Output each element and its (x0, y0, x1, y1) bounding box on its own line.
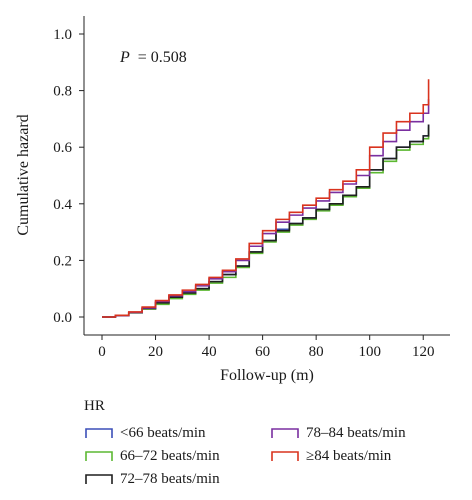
x-tick-label-80: 80 (309, 344, 324, 360)
p-value: = 0.508 (138, 49, 187, 66)
legend-label-2: 72–78 beats/min (120, 470, 220, 487)
y-tick-label-1: 0.2 (53, 253, 72, 269)
legend-label-0: <66 beats/min (120, 424, 206, 441)
y-tick-label-4: 0.8 (53, 84, 72, 100)
x-tick-label-60: 60 (255, 344, 270, 360)
x-tick-label-40: 40 (202, 344, 217, 360)
legend-swatch-3 (271, 428, 299, 438)
tick-group: 0 20 40 60 80 100 120 0.0 0.2 0.4 0.6 0.8 1.0 (53, 27, 434, 360)
legend-swatch-1 (85, 451, 113, 461)
x-axis-title: Follow-up (m) (220, 367, 314, 384)
y-tick-label-3: 0.6 (53, 140, 72, 156)
legend: HR <66 beats/min 66–72 beats/min 72–78 bea… (84, 398, 454, 498)
legend-item-2: 72–78 beats/min (84, 469, 220, 489)
x-tick-label-20: 20 (148, 344, 163, 360)
series-line-3 (102, 99, 430, 318)
series-group (102, 79, 430, 318)
legend-swatch-4 (271, 451, 299, 461)
y-tick-label-5: 1.0 (53, 27, 72, 43)
series-line-4 (102, 79, 430, 318)
legend-label-1: 66–72 beats/min (120, 447, 220, 464)
x-tick-label-120: 120 (412, 344, 435, 360)
legend-item-3: 78–84 beats/min (270, 423, 406, 443)
legend-item-4: ≥84 beats/min (270, 446, 391, 466)
legend-swatch-0 (85, 428, 113, 438)
legend-label-4: ≥84 beats/min (306, 447, 392, 464)
legend-item-0: <66 beats/min (84, 423, 206, 443)
p-label: P (119, 49, 130, 66)
x-tick-label-100: 100 (358, 344, 381, 360)
x-tick-label-0: 0 (98, 344, 106, 360)
legend-label-3: 78–84 beats/min (306, 424, 406, 441)
legend-title: HR (84, 398, 105, 414)
legend-item-1: 66–72 beats/min (84, 446, 220, 466)
y-tick-label-0: 0.0 (53, 310, 72, 326)
y-tick-label-2: 0.4 (53, 197, 72, 213)
series-line-2 (102, 124, 430, 318)
legend-swatch-2 (85, 474, 113, 484)
axes (83, 16, 450, 336)
p-value-annotation: P = 0.508 (119, 49, 187, 66)
y-axis-title: Cumulative hazard (15, 114, 32, 235)
series-line-0 (102, 124, 430, 318)
